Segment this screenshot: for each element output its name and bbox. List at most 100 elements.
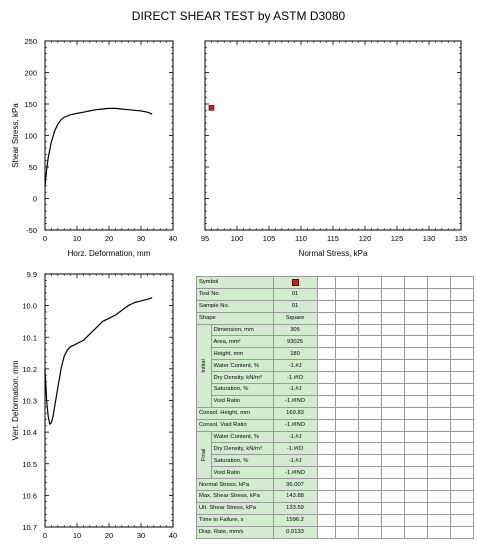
empty-cell [426,525,451,539]
empty-cell [426,335,451,349]
row-label: Dry Density, kN/m³ [210,442,274,456]
empty-cell [316,418,336,432]
empty-cell [403,466,428,480]
empty-cell [357,513,382,527]
empty-cell [334,323,359,337]
x-tick-label: 20 [105,531,113,540]
empty-cell [380,359,405,373]
empty-cell [403,311,428,325]
empty-cell [380,347,405,361]
empty-cell [403,299,428,313]
empty-cell [426,276,451,289]
empty-cell [380,371,405,385]
empty-cell [403,359,428,373]
empty-cell [380,394,405,408]
empty-cell [403,513,428,527]
empty-cell [403,490,428,503]
row-label: Max. Shear Stress, kPa [196,490,274,503]
empty-cell [426,323,451,337]
x-axis-title: Normal Stress, kPa [299,249,368,258]
empty-cell [426,442,451,456]
empty-cell [357,371,382,385]
row-label: Symbol [196,276,274,289]
empty-cell [426,347,451,361]
empty-cell [449,359,474,373]
empty-cell [357,525,382,539]
y-tick-label: 100 [24,132,37,141]
empty-cell [316,347,336,361]
empty-cell [426,513,451,527]
empty-cell [357,335,382,349]
table-row: Void Ratio -1.#IND [197,466,474,480]
empty-cell [316,442,336,456]
y-tick-label: 10.0 [22,302,37,311]
y-tick-label: 10.5 [22,460,37,469]
row-label: Ult. Shear Stress, kPa [196,501,274,515]
empty-cell [334,478,359,492]
x-tick-label: 0 [43,234,47,243]
x-tick-label: 40 [169,234,177,243]
group-label: Initial [196,323,212,408]
x-tick-label: 95 [201,234,209,243]
empty-cell [316,501,336,515]
empty-cell [403,442,428,456]
table-row: Normal Stress, kPa 96.007 [196,478,474,492]
empty-cell [380,323,405,337]
empty-cell [357,347,382,361]
empty-cell [380,418,405,432]
empty-cell [380,287,405,301]
table-row: Area, mm² 93025 [197,335,474,349]
empty-cell [316,525,336,539]
empty-cell [316,311,336,325]
empty-cell [449,383,474,396]
empty-cell [449,406,474,420]
row-label: Disp. Rate, mm/s [196,525,274,539]
table-row: Symbol [196,276,474,289]
empty-cell [316,394,336,408]
empty-cell [403,347,428,361]
empty-cell [357,478,382,492]
empty-cell [316,513,336,527]
row-value: -1.#IND [272,394,318,408]
empty-cell [334,490,359,503]
empty-cell [316,323,336,337]
empty-cell [380,525,405,539]
test-properties-table: Symbol Test No. 01 Sample No. 01 Shape Square I… [196,276,474,539]
x-tick-label: 30 [137,531,145,540]
row-label: Sample No. [196,299,274,313]
empty-cell [380,501,405,515]
group-label: Final [196,430,212,480]
empty-cell [426,359,451,373]
x-tick-label: 130 [423,234,436,243]
empty-cell [403,276,428,289]
empty-cell [403,478,428,492]
empty-cell [316,466,336,480]
row-value: 01 [272,287,318,301]
empty-cell [403,383,428,396]
empty-cell [357,418,382,432]
symbol-marker [291,278,299,286]
empty-cell [449,478,474,492]
table-row: Consol. Height, mm 169.83 [196,406,474,420]
y-tick-label: 250 [24,37,37,46]
x-axis-title: Horz. Deformation, mm [68,249,151,258]
table-row: Water Content, % -1.#J [197,359,474,373]
row-label: Water Content, % [210,430,274,444]
empty-cell [357,323,382,337]
empty-cell [357,311,382,325]
empty-cell [449,466,474,480]
row-value [272,276,318,289]
empty-cell [334,299,359,313]
empty-cell [334,347,359,361]
empty-cell [334,394,359,408]
empty-cell [334,525,359,539]
empty-cell [357,287,382,301]
empty-cell [403,430,428,444]
row-label: Area, mm² [210,335,274,349]
y-tick-label: 50 [29,163,37,172]
x-tick-label: 105 [263,234,276,243]
row-label: Dry Density, kN/m³ [210,371,274,385]
row-value: -1.#J [272,430,318,444]
